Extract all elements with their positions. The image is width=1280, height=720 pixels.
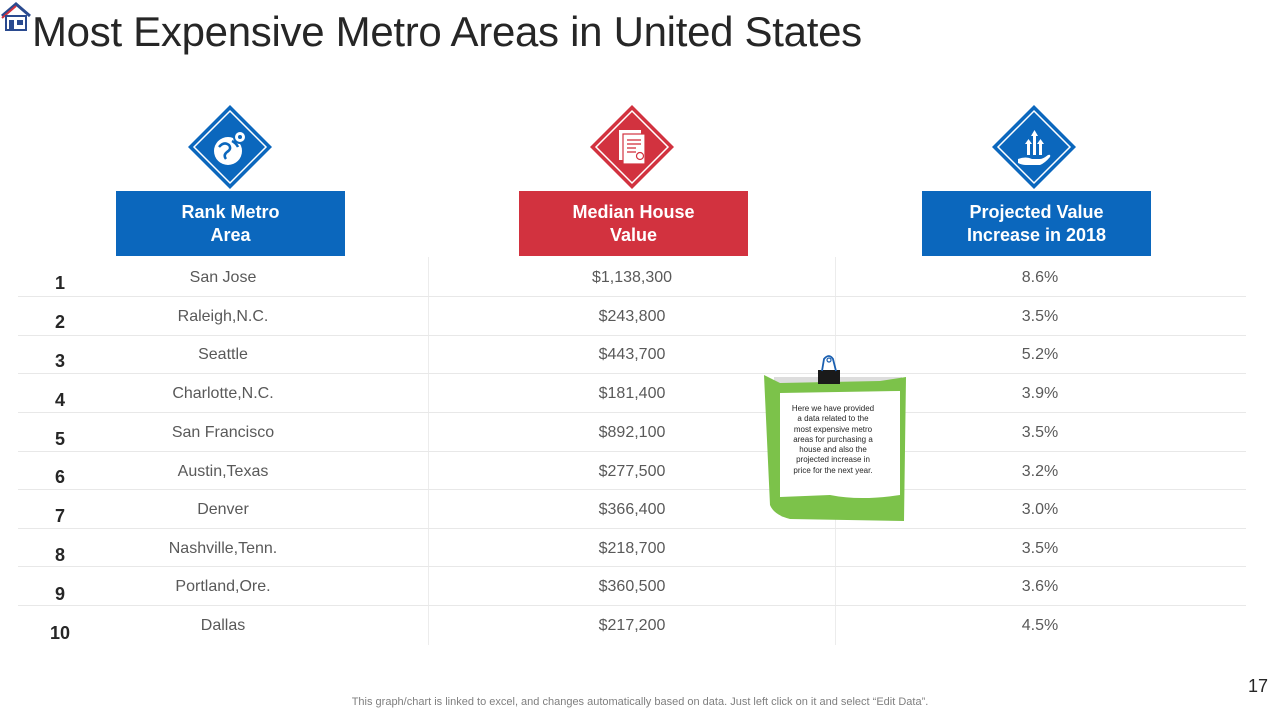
metro-area-cell: Seattle: [198, 346, 248, 363]
median-value-cell: $360,500: [598, 578, 666, 595]
header-label-line2: Value: [609, 224, 658, 245]
median-value-cell: $181,400: [598, 385, 666, 402]
note-line: projected increase in: [796, 455, 870, 465]
rank-number: 7: [54, 506, 65, 526]
location-globe-icon: [188, 105, 272, 189]
rank-number: 5: [54, 429, 65, 449]
note-line: house and also the: [799, 445, 867, 455]
increase-cell: 3.6%: [1021, 578, 1059, 595]
increase-cell: 3.5%: [1021, 540, 1059, 557]
house-logo-icon: [1, 2, 31, 31]
median-value-cell: $443,700: [598, 346, 666, 363]
median-value-cell: $218,700: [598, 540, 666, 557]
row-divider: [18, 528, 1246, 529]
header-label-line1: Rank Metro: [181, 201, 280, 222]
median-value-cell: $892,100: [598, 424, 666, 441]
note-text: Here we have provided a data related to …: [783, 404, 883, 476]
page-number: 17: [1247, 676, 1268, 696]
header-median-house-value: Median House Value: [519, 191, 748, 256]
increase-cell: 8.6%: [1021, 269, 1059, 286]
median-value-cell: $366,400: [598, 501, 666, 518]
note-line: most expensive metro: [793, 424, 873, 434]
median-value-cell: $217,200: [598, 617, 666, 634]
rank-number: 1: [54, 273, 65, 293]
row-divider: [18, 489, 1246, 490]
metro-area-cell: Dallas: [200, 617, 246, 634]
header-label-line2: Increase in 2018: [966, 224, 1107, 245]
metro-area-cell: Charlotte,N.C.: [172, 385, 274, 402]
rank-number: 3: [54, 351, 65, 371]
metro-area-cell: Raleigh,N.C.: [177, 308, 269, 325]
increase-cell: 3.5%: [1021, 308, 1059, 325]
metro-area-cell: San Francisco: [171, 424, 275, 441]
rank-number: 9: [54, 584, 65, 604]
row-divider: [18, 335, 1246, 336]
header-label-line2: Area: [210, 224, 251, 245]
row-divider: [18, 412, 1246, 413]
document-icon: [590, 105, 674, 189]
rank-number: 8: [54, 545, 65, 565]
note-line: Here we have provided: [791, 404, 875, 413]
sticky-note: [764, 355, 906, 521]
header-label-line1: Median House: [572, 201, 695, 222]
header-label-line1: Projected Value: [969, 201, 1104, 222]
median-value-cell: $243,800: [598, 308, 666, 325]
median-value-cell: $1,138,300: [591, 269, 673, 286]
increase-cell: 3.5%: [1021, 424, 1059, 441]
metro-area-cell: Denver: [197, 501, 249, 518]
rank-number: 4: [54, 390, 65, 410]
row-divider: [18, 605, 1246, 606]
note-line: price for the next year.: [793, 465, 873, 475]
metro-area-cell: San Jose: [189, 269, 257, 286]
row-divider: [18, 451, 1246, 452]
increase-cell: 4.5%: [1021, 617, 1059, 634]
increase-cell: 3.0%: [1021, 501, 1059, 518]
increase-cell: 5.2%: [1021, 346, 1059, 363]
median-value-cell: $277,500: [598, 463, 666, 480]
note-line: areas for purchasing a: [793, 434, 873, 444]
note-line: a data related to the: [797, 414, 869, 424]
rank-number: 6: [54, 467, 65, 487]
rank-number: 2: [54, 312, 65, 332]
row-divider: [18, 373, 1246, 374]
metro-area-cell: Austin,Texas: [177, 463, 269, 480]
header-projected-increase: Projected Value Increase in 2018: [922, 191, 1151, 256]
metro-area-cell: Nashville,Tenn.: [168, 540, 278, 557]
growth-hand-icon: [992, 105, 1076, 189]
rank-number: 10: [49, 623, 71, 643]
increase-cell: 3.9%: [1021, 385, 1059, 402]
header-rank-metro-area: Rank Metro Area: [116, 191, 345, 256]
row-divider: [18, 566, 1246, 567]
footer-note: This graph/chart is linked to excel, and…: [351, 696, 929, 708]
row-divider: [18, 296, 1246, 297]
increase-cell: 3.2%: [1021, 463, 1059, 480]
slide-title: Most Expensive Metro Areas in United Sta…: [32, 8, 862, 55]
metro-area-cell: Portland,Ore.: [175, 578, 271, 595]
